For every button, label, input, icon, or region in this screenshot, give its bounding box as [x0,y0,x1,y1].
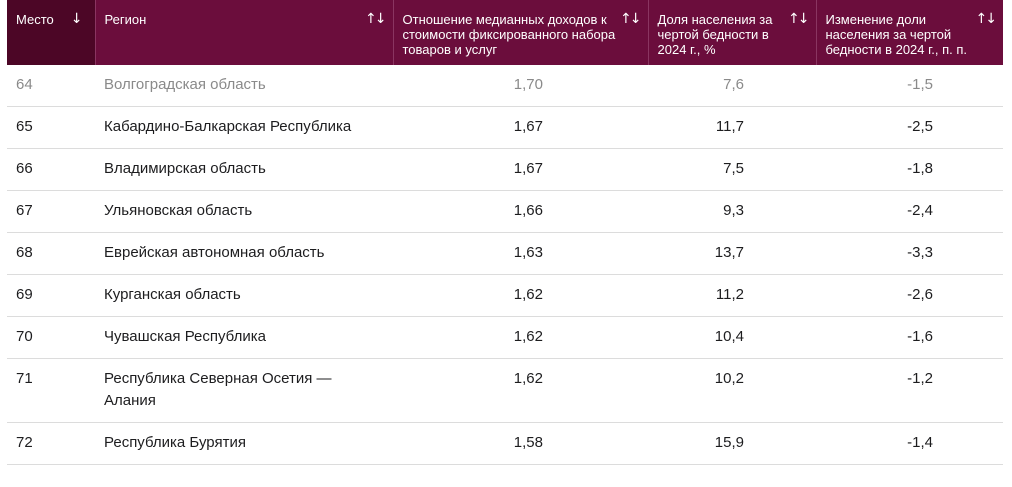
change-cell: -1,5 [816,65,1003,107]
region-cell: Волгоградская область [95,65,393,107]
ratio-cell: 1,66 [393,190,648,233]
share-cell: 7,6 [648,65,816,107]
column-header-place-label: Место [16,12,54,27]
change-cell: -2,4 [816,190,1003,233]
place-cell: 70 [7,316,95,359]
table-body: 64 Волгоградская область 1,70 7,6 -1,5 6… [7,65,1003,465]
table-row: 66 Владимирская область 1,67 7,5 -1,8 [7,148,1003,191]
sort-toggle-icon[interactable]: ↑↓ [620,11,642,27]
change-cell: -1,2 [816,358,1003,423]
ranking-table: Место ↓ Регион ↑↓ Отношение медианных до… [7,0,1003,465]
share-cell: 7,5 [648,148,816,191]
column-header-region-label: Регион [104,12,147,27]
region-cell: Еврейская автономная область [95,232,393,275]
sort-toggle-icon[interactable]: ↑↓ [788,11,810,27]
ratio-cell: 1,62 [393,274,648,317]
ratio-cell: 1,70 [393,65,648,107]
ratio-cell: 1,67 [393,148,648,191]
table-header-row: Место ↓ Регион ↑↓ Отношение медианных до… [7,0,1003,65]
table-row: 65 Кабардино-Балкарская Республика 1,67 … [7,106,1003,149]
share-cell: 10,2 [648,358,816,423]
table-row: 67 Ульяновская область 1,66 9,3 -2,4 [7,190,1003,233]
region-cell: Кабардино-Балкарская Республика [95,106,393,149]
ratio-cell: 1,62 [393,316,648,359]
place-cell: 64 [7,65,95,107]
change-cell: -1,6 [816,316,1003,359]
table-row: 72 Республика Бурятия 1,58 15,9 -1,4 [7,422,1003,465]
table-row: 68 Еврейская автономная область 1,63 13,… [7,232,1003,275]
change-cell: -1,8 [816,148,1003,191]
place-cell: 68 [7,232,95,275]
region-cell: Владимирская область [95,148,393,191]
place-cell: 67 [7,190,95,233]
place-cell: 72 [7,422,95,465]
table-row: 71 Республика Северная Осетия — Алания 1… [7,358,1003,423]
share-cell: 15,9 [648,422,816,465]
table-row: 64 Волгоградская область 1,70 7,6 -1,5 [7,65,1003,107]
share-cell: 13,7 [648,232,816,275]
share-cell: 10,4 [648,316,816,359]
region-cell: Республика Северная Осетия — Алания [95,358,393,423]
change-cell: -2,5 [816,106,1003,149]
table-row: 69 Курганская область 1,62 11,2 -2,6 [7,274,1003,317]
column-header-change-label: Изменение доли населения за чертой бедно… [825,12,968,57]
place-cell: 71 [7,358,95,423]
column-header-share[interactable]: Доля населения за чертой бедности в 2024… [647,0,816,65]
sort-toggle-icon[interactable]: ↑↓ [975,11,998,27]
ratio-cell: 1,62 [393,358,648,423]
change-cell: -3,3 [816,232,1003,275]
share-cell: 11,2 [648,274,816,317]
change-cell: -1,4 [816,422,1003,465]
place-cell: 69 [7,274,95,317]
sort-descending-icon[interactable]: ↓ [70,11,83,27]
place-cell: 65 [7,106,95,149]
ratio-cell: 1,63 [393,232,648,275]
column-header-ratio-label: Отношение медианных доходов к стоимости … [402,12,616,57]
table-row: 70 Чувашская Республика 1,62 10,4 -1,6 [7,316,1003,359]
column-header-share-label: Доля населения за чертой бедности в 2024… [657,12,773,57]
column-header-ratio[interactable]: Отношение медианных доходов к стоимости … [392,0,648,65]
share-cell: 11,7 [648,106,816,149]
region-cell: Ульяновская область [95,190,393,233]
ratio-cell: 1,58 [393,422,648,465]
column-header-region[interactable]: Регион ↑↓ [94,0,393,65]
change-cell: -2,6 [816,274,1003,317]
column-header-change[interactable]: Изменение доли населения за чертой бедно… [815,0,1003,65]
region-cell: Республика Бурятия [95,422,393,465]
ratio-cell: 1,67 [393,106,648,149]
region-cell: Чувашская Республика [95,316,393,359]
sort-toggle-icon[interactable]: ↑↓ [365,11,387,27]
column-header-place[interactable]: Место ↓ [7,0,95,65]
place-cell: 66 [7,148,95,191]
region-cell: Курганская область [95,274,393,317]
share-cell: 9,3 [648,190,816,233]
